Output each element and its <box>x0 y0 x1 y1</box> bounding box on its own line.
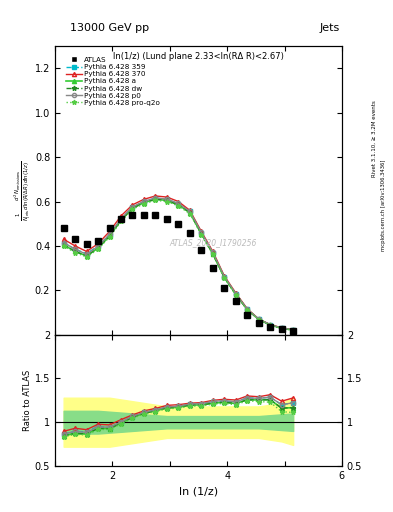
Legend: ATLAS, Pythia 6.428 359, Pythia 6.428 370, Pythia 6.428 a, Pythia 6.428 dw, Pyth: ATLAS, Pythia 6.428 359, Pythia 6.428 37… <box>64 55 161 107</box>
Text: Jets: Jets <box>320 23 340 33</box>
Text: Rivet 3.1.10, ≥ 3.2M events: Rivet 3.1.10, ≥ 3.2M events <box>372 100 376 177</box>
Text: ATLAS_2020_I1790256: ATLAS_2020_I1790256 <box>169 238 257 247</box>
Y-axis label: $\frac{1}{N_{\mathrm{jets}}}\frac{d^2 N_{\mathrm{emissions}}}{d\ln(R/\Delta R)\,: $\frac{1}{N_{\mathrm{jets}}}\frac{d^2 N_… <box>13 160 33 221</box>
Text: 13000 GeV pp: 13000 GeV pp <box>70 23 150 33</box>
Text: mcplots.cern.ch [arXiv:1306.3436]: mcplots.cern.ch [arXiv:1306.3436] <box>381 159 386 250</box>
Text: ln(1/z) (Lund plane 2.33<ln(RΔ R)<2.67): ln(1/z) (Lund plane 2.33<ln(RΔ R)<2.67) <box>113 52 284 61</box>
Y-axis label: Ratio to ATLAS: Ratio to ATLAS <box>23 370 32 431</box>
X-axis label: ln (1/z): ln (1/z) <box>179 486 218 496</box>
